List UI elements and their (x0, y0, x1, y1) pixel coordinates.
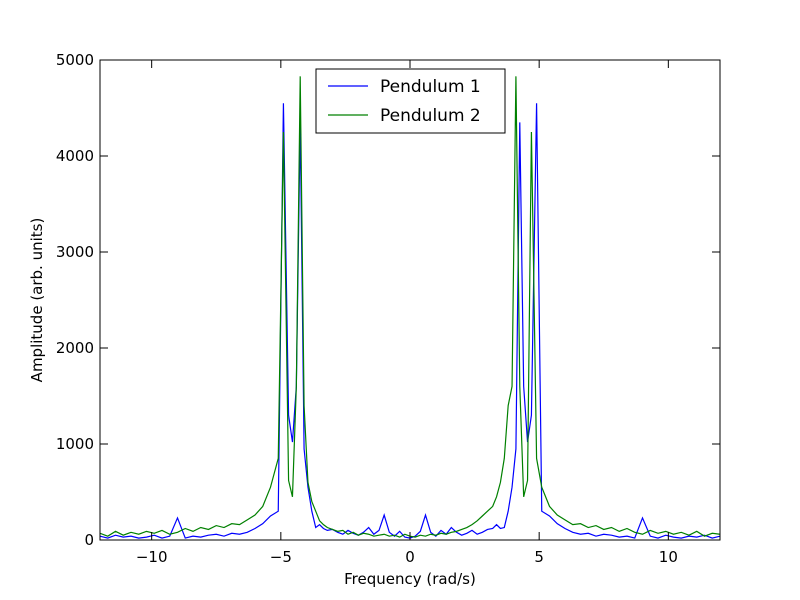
y-tick-label: 5000 (56, 51, 94, 69)
x-tick-label: 10 (659, 548, 678, 566)
x-tick-label: 5 (534, 548, 544, 566)
y-tick-label: 2000 (56, 339, 94, 357)
x-tick-label: −5 (270, 548, 292, 566)
x-axis-label: Frequency (rad/s) (344, 570, 476, 588)
legend: Pendulum 1 Pendulum 2 (315, 68, 506, 134)
y-tick-label: 3000 (56, 243, 94, 261)
legend-label-1: Pendulum 1 (380, 77, 481, 97)
y-tick-label: 1000 (56, 435, 94, 453)
legend-label-2: Pendulum 2 (380, 106, 481, 126)
y-tick-label: 4000 (56, 147, 94, 165)
legend-box (315, 68, 506, 134)
x-tick-label: −10 (136, 548, 168, 566)
y-tick-label: 0 (84, 531, 94, 549)
ticks-layer: −10 −5 0 5 10 0 1000 2000 3000 4000 5000 (56, 51, 720, 566)
x-tick-label: 0 (405, 548, 415, 566)
y-axis-label: Amplitude (arb. units) (28, 218, 46, 383)
